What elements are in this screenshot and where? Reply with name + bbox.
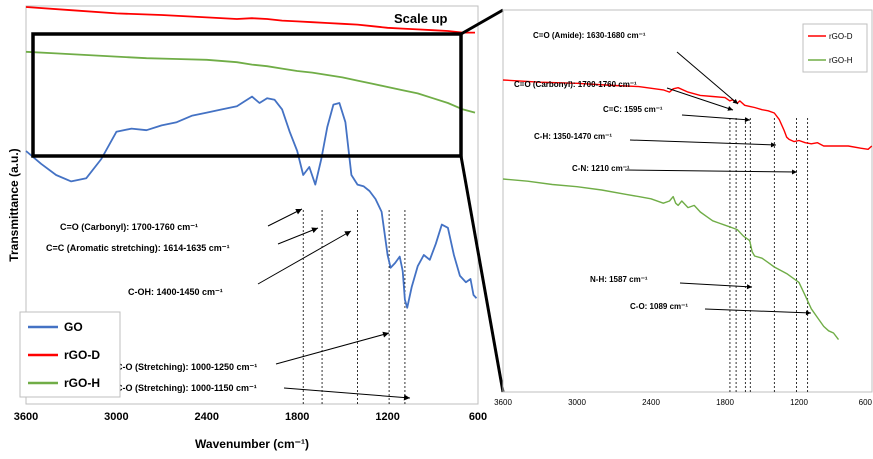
inset-x-tick-1200: 1200 <box>790 398 808 407</box>
inset-x-tick-3600: 3600 <box>494 398 512 407</box>
inset-annotation-arrowhead-6 <box>806 310 811 315</box>
scale-up-label: Scale up <box>394 11 448 26</box>
inset-annotation-0: C=O (Amide): 1630-1680 cm⁻¹ <box>533 31 646 40</box>
main-x-axis-title: Wavenumber (cm⁻¹) <box>195 437 309 451</box>
main-annotation-0: C=O (Carbonyl): 1700-1760 cm⁻¹ <box>60 222 198 232</box>
inset-x-tick-1800: 1800 <box>716 398 734 407</box>
connector-top <box>461 10 503 34</box>
main-series-go <box>26 97 477 308</box>
main-annotation-arrow-4 <box>284 388 410 398</box>
main-annotation-4: C-O (Stretching): 1000-1150 cm⁻¹ <box>116 383 257 393</box>
main-x-tick-600: 600 <box>469 411 487 423</box>
main-x-tick-3000: 3000 <box>104 411 128 423</box>
main-x-tick-1800: 1800 <box>285 411 309 423</box>
inset-x-tick-3000: 3000 <box>568 398 586 407</box>
main-x-tick-3600: 3600 <box>14 411 38 423</box>
scale-up-box <box>33 34 461 156</box>
connector-bottom <box>461 156 503 392</box>
main-annotation-arrow-3 <box>276 333 389 364</box>
main-x-tick-2400: 2400 <box>195 411 219 423</box>
inset-series-rgo-h <box>503 179 839 340</box>
main-y-axis-title: Transmittance (a.u.) <box>7 148 21 261</box>
inset-legend-label-rgo-h: rGO-H <box>829 56 853 65</box>
inset-annotation-arrow-4 <box>625 170 797 172</box>
main-series-rgo-h <box>26 52 475 113</box>
inset-annotation-arrow-5 <box>680 283 752 287</box>
main-annotation-2: C-OH: 1400-1450 cm⁻¹ <box>128 287 223 297</box>
inset-annotation-arrow-3 <box>630 140 776 145</box>
main-annotation-arrow-1 <box>278 228 318 244</box>
main-annotation-3: C-O (Stretching): 1000-1250 cm⁻¹ <box>116 362 257 372</box>
main-annotation-arrowhead-3 <box>382 332 389 338</box>
inset-annotation-arrowhead-5 <box>747 284 752 289</box>
inset-annotation-arrow-2 <box>682 115 750 120</box>
main-legend-label-rgo-d: rGO-D <box>64 348 100 362</box>
main-legend-label-go: GO <box>64 320 83 334</box>
main-annotation-arrow-2 <box>258 231 351 284</box>
inset-x-tick-2400: 2400 <box>642 398 660 407</box>
inset-annotation-arrowhead-3 <box>771 142 776 147</box>
inset-annotation-arrowhead-1 <box>727 106 733 111</box>
inset-x-tick-600: 600 <box>859 398 873 407</box>
main-legend-label-rgo-h: rGO-H <box>64 376 100 390</box>
inset-annotation-2: C=C: 1595 cm⁻¹ <box>603 105 663 114</box>
inset-annotation-3: C-H: 1350-1470 cm⁻¹ <box>534 132 612 141</box>
main-annotation-arrowhead-4 <box>404 395 410 401</box>
inset-annotation-arrow-6 <box>705 309 811 313</box>
inset-annotation-4: C-N: 1210 cm⁻¹ <box>572 164 630 173</box>
inset-annotation-6: C-O: 1089 cm⁻¹ <box>630 302 688 311</box>
inset-annotation-5: N-H: 1587 cm⁻¹ <box>590 275 648 284</box>
main-x-tick-1200: 1200 <box>375 411 399 423</box>
inset-legend-label-rgo-d: rGO-D <box>829 32 853 41</box>
inset-annotation-1: C=O (Carbonyl): 1700-1760 cm⁻¹ <box>514 80 637 89</box>
inset-annotation-arrowhead-2 <box>745 117 750 122</box>
main-annotation-1: C=C (Aromatic stretching): 1614-1635 cm⁻… <box>46 243 230 253</box>
